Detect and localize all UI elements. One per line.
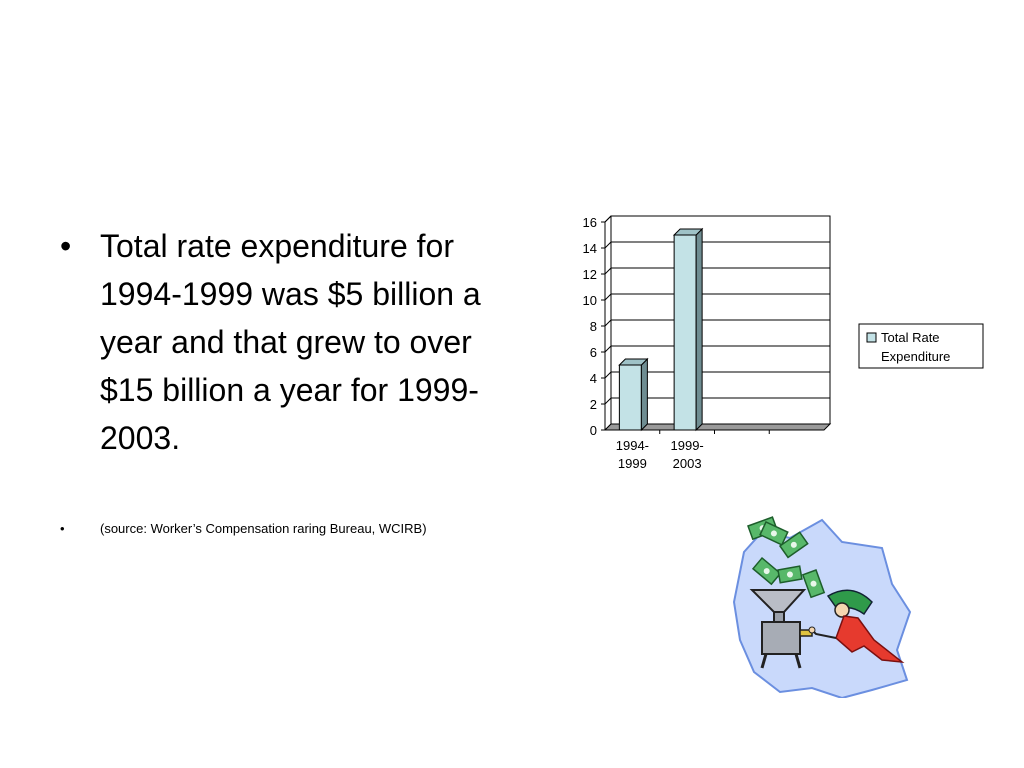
x-tick-label: 1994- xyxy=(616,438,649,453)
gridline-side xyxy=(604,319,612,327)
legend-label: Total Rate xyxy=(881,330,940,345)
jester-figure xyxy=(808,589,905,664)
y-tick-label: 4 xyxy=(590,371,597,386)
legend-box xyxy=(858,323,984,369)
bar-top xyxy=(618,358,649,366)
y-tick-label: 2 xyxy=(590,397,597,412)
clipart-background-shape xyxy=(732,518,912,698)
gridline-side xyxy=(604,241,612,249)
funnel-machine xyxy=(749,589,813,669)
bullet-dot: • xyxy=(60,228,72,264)
gridline-side xyxy=(604,397,612,405)
bar xyxy=(618,364,642,431)
y-tick-label: 10 xyxy=(583,293,597,308)
bar-side xyxy=(695,227,703,432)
x-tick-label: 1999 xyxy=(618,456,647,471)
legend-swatch xyxy=(866,332,877,343)
y-tick-label: 6 xyxy=(590,345,597,360)
gridline-side xyxy=(604,371,612,379)
y-axis-top-edge xyxy=(604,215,612,223)
bullet-item-source: • (source: Worker’s Compensation raring … xyxy=(60,520,500,538)
bar-side xyxy=(640,357,648,432)
bullet-dot-small: • xyxy=(60,521,65,536)
x-tick-label: 1999- xyxy=(671,438,704,453)
gridline-side xyxy=(604,293,612,301)
gridline-side xyxy=(604,267,612,275)
x-tick-label: 2003 xyxy=(673,456,702,471)
gridline-side xyxy=(604,345,612,353)
bar-chart: 0 2 4 6 8 10 12 14 16 1994- 1999 1999- 2003 Total Rat… xyxy=(583,215,984,471)
y-tick-label: 12 xyxy=(583,267,597,282)
source-text: (source: Worker’s Compensation raring Bu… xyxy=(100,521,427,536)
flying-bills xyxy=(747,516,826,599)
legend-label: Expenditure xyxy=(881,349,950,364)
bullet-item-main: • Total rate expenditure for 1994-1999 w… xyxy=(60,222,500,462)
y-tick-label: 8 xyxy=(590,319,597,334)
y-tick-label: 0 xyxy=(590,423,597,438)
y-tick-label: 14 xyxy=(583,241,597,256)
y-tick-label: 16 xyxy=(583,215,597,230)
bullet-list: • Total rate expenditure for 1994-1999 w… xyxy=(60,222,500,538)
bar-top xyxy=(672,228,704,236)
bullet-main-text: Total rate expenditure for 1994-1999 was… xyxy=(100,228,481,456)
bar xyxy=(673,234,697,431)
money-funnel-clipart-icon xyxy=(732,516,912,698)
